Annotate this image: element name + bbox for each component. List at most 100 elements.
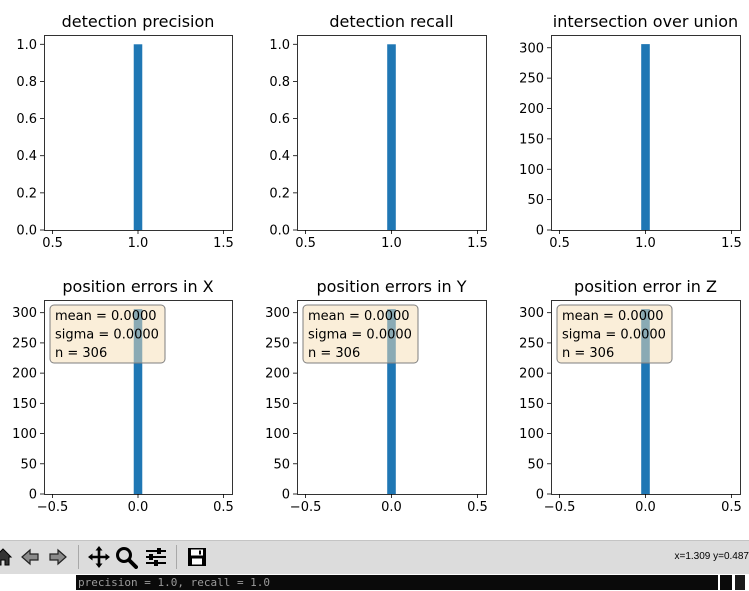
- axes-frame: [551, 35, 741, 231]
- subplot-title: position error in Z: [574, 277, 717, 296]
- subplot: position errors in X −0.5 0.0 0.5 0 50 100 150 2…: [12, 277, 234, 515]
- stats-annotation-box: [556, 304, 673, 364]
- home-icon: [0, 548, 13, 566]
- y-tick-label: 0: [29, 488, 37, 503]
- y-tick-label: 0.2: [269, 186, 290, 201]
- x-tick-label: 1.5: [213, 236, 234, 251]
- back-button[interactable]: [17, 544, 43, 570]
- y-tick-label: 100: [12, 427, 37, 442]
- y-tick-label: 0.8: [16, 75, 37, 90]
- stats-annotation-line: mean = 0.0000: [55, 309, 157, 324]
- y-tick-label: 200: [265, 367, 290, 382]
- histogram-bar: [641, 44, 650, 230]
- y-tick-label: 250: [519, 336, 544, 351]
- y-tick-label: 50: [527, 193, 544, 208]
- subplot: position error in Z −0.5 0.0 0.5 0 50 100 150 20…: [519, 277, 742, 515]
- x-tick-label: 0.0: [128, 500, 149, 515]
- x-tick-label: −0.5: [290, 500, 322, 515]
- subplot-title: detection recall: [329, 12, 453, 31]
- zoom-icon: [116, 547, 138, 569]
- subplot-title: intersection over union: [553, 12, 738, 31]
- axes-frame: [297, 300, 487, 495]
- toolbar-separator: [78, 545, 79, 569]
- y-tick-label: 0.6: [269, 112, 290, 127]
- stats-annotation-box: [49, 304, 166, 364]
- zoom-button[interactable]: [113, 544, 139, 570]
- y-tick-label: 150: [12, 397, 37, 412]
- x-tick-label: 1.0: [128, 236, 149, 251]
- back-icon: [21, 548, 39, 566]
- y-tick-label: 0.6: [16, 112, 37, 127]
- y-tick-label: 1.0: [269, 38, 290, 53]
- histogram-bar: [387, 309, 396, 494]
- y-tick-label: 0.8: [269, 75, 290, 90]
- toolbar-separator: [176, 545, 177, 569]
- x-tick-label: −0.5: [37, 500, 69, 515]
- forward-button[interactable]: [45, 544, 71, 570]
- terminal-scrollbar[interactable]: [735, 575, 745, 590]
- y-tick-label: 0.0: [269, 224, 290, 239]
- y-tick-label: 0: [536, 224, 544, 239]
- save-icon: [188, 548, 206, 566]
- forward-icon: [49, 548, 67, 566]
- x-tick-label: 0.5: [467, 500, 488, 515]
- y-tick-label: 0.2: [16, 186, 37, 201]
- stats-annotation-line: n = 306: [308, 346, 360, 361]
- histogram-bar: [133, 44, 143, 231]
- x-tick-label: 1.0: [635, 236, 656, 251]
- x-tick-label: 0.0: [635, 500, 656, 515]
- configure-subplots-icon: [146, 548, 166, 566]
- y-tick-label: 0: [282, 488, 290, 503]
- save-button[interactable]: [184, 544, 210, 570]
- y-tick-label: 250: [265, 336, 290, 351]
- y-tick-label: 50: [273, 457, 290, 472]
- y-tick-label: 100: [519, 427, 544, 442]
- histogram-bar: [133, 309, 143, 494]
- stats-annotation-box: [302, 304, 419, 364]
- subplot: detection precision 0.5 1.0 1.5 0.0 0.2 0.4 0.6…: [16, 12, 233, 251]
- stats-annotation-line: n = 306: [55, 346, 107, 361]
- y-tick-label: 200: [12, 367, 37, 382]
- y-tick-label: 300: [12, 306, 37, 321]
- terminal-strip: precision = 1.0, recall = 1.0: [0, 574, 749, 591]
- x-tick-label: 0.5: [549, 236, 570, 251]
- pan-icon: [88, 546, 110, 568]
- y-tick-label: 0.4: [269, 149, 290, 164]
- y-tick-label: 100: [519, 163, 544, 178]
- configure-subplots-button[interactable]: [143, 544, 169, 570]
- subplot: detection recall 0.5 1.0 1.5 0.0 0.2 0.4 0.6 0.8…: [269, 12, 487, 251]
- home-button[interactable]: [0, 544, 16, 570]
- cursor-coordinates: x=1.309 y=0.487: [674, 551, 749, 562]
- y-tick-label: 100: [265, 427, 290, 442]
- x-tick-label: 0.5: [213, 500, 234, 515]
- figure-canvas: detection precision 0.5 1.0 1.5 0.0 0.2 0.4 0.6…: [12, 12, 742, 515]
- y-tick-label: 1.0: [16, 38, 37, 53]
- y-tick-label: 250: [519, 72, 544, 87]
- axes-frame: [44, 35, 233, 231]
- subplot-title: detection precision: [62, 12, 215, 31]
- axes-frame: [44, 300, 233, 495]
- stats-annotation-line: sigma = 0.0000: [55, 328, 159, 343]
- figure: detection precision 0.5 1.0 1.5 0.0 0.2 0.4 0.6…: [12, 12, 742, 515]
- axes-frame: [297, 35, 487, 231]
- terminal-output: precision = 1.0, recall = 1.0: [76, 575, 718, 590]
- stats-annotation-line: mean = 0.0000: [562, 309, 664, 324]
- stats-annotation-line: mean = 0.0000: [308, 309, 410, 324]
- histogram-bar: [641, 309, 650, 494]
- y-tick-label: 150: [519, 132, 544, 147]
- stats-annotation-line: sigma = 0.0000: [562, 328, 666, 343]
- histogram-bar: [387, 44, 396, 231]
- navigation-toolbar: x=1.309 y=0.487: [0, 540, 749, 574]
- y-tick-label: 0.4: [16, 149, 37, 164]
- x-tick-label: 1.0: [381, 236, 402, 251]
- y-tick-label: 50: [20, 457, 37, 472]
- subplot-title: position errors in Y: [316, 277, 466, 296]
- y-tick-label: 200: [519, 102, 544, 117]
- terminal-cursor: [720, 575, 732, 590]
- x-tick-label: 0.5: [42, 236, 63, 251]
- subplot: position errors in Y −0.5 0.0 0.5 0 50 100 150 2…: [265, 277, 488, 515]
- x-tick-label: 0.5: [721, 500, 742, 515]
- y-tick-label: 150: [265, 397, 290, 412]
- subplot-title: position errors in X: [62, 277, 213, 296]
- pan-button[interactable]: [86, 544, 112, 570]
